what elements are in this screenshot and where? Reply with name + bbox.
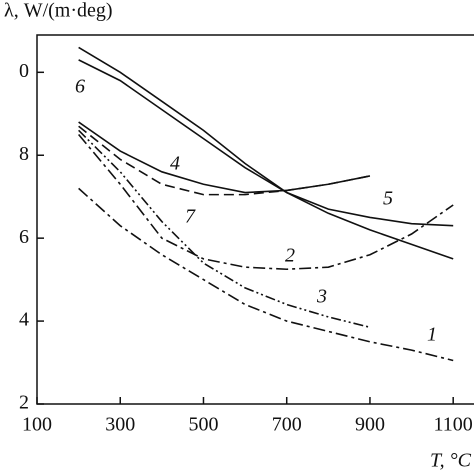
series-line xyxy=(78,125,371,196)
series-label: 3 xyxy=(316,286,327,308)
series-label: 6 xyxy=(75,76,85,98)
series-line xyxy=(78,121,371,194)
series-line xyxy=(78,133,454,271)
axis-frame xyxy=(36,34,474,405)
y-tick-label: 8 xyxy=(19,143,29,165)
series-line xyxy=(78,187,454,362)
y-tick-label: 6 xyxy=(19,226,29,248)
y-tick-label: 0 xyxy=(19,60,29,82)
x-axis-label: T, °C xyxy=(430,450,472,472)
series-label: 5 xyxy=(383,188,393,210)
y-tick-label: 2 xyxy=(19,392,29,414)
y-tick-label: 4 xyxy=(19,309,29,331)
x-tick-label: 1100 xyxy=(434,414,473,436)
series-line xyxy=(78,46,454,260)
series-line xyxy=(78,129,371,329)
series-label: 2 xyxy=(285,245,295,267)
x-tick-label: 700 xyxy=(272,414,302,436)
x-tick-label: 500 xyxy=(188,414,218,436)
series-label: 4 xyxy=(170,153,180,175)
series-label: 7 xyxy=(185,206,196,228)
x-tick-label: 300 xyxy=(105,414,135,436)
series-line xyxy=(78,59,454,227)
y-axis-label: λ, W/(m·deg) xyxy=(4,0,113,22)
x-tick-label: 100 xyxy=(22,414,52,436)
x-tick-label: 900 xyxy=(355,414,385,436)
series-label: 1 xyxy=(427,324,437,346)
